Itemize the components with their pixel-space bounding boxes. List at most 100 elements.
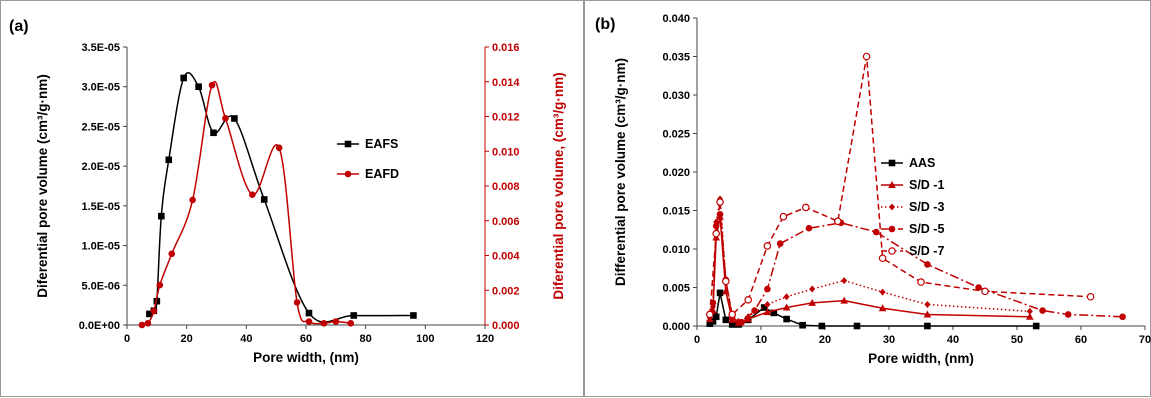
legend-marker <box>889 203 895 211</box>
series-line <box>141 81 351 326</box>
x-tick-label: 100 <box>416 333 434 345</box>
data-point <box>924 261 931 268</box>
data-point <box>156 281 164 289</box>
y-tick-label: 1.5E-05 <box>81 201 120 213</box>
data-point <box>834 217 842 226</box>
data-point <box>917 278 925 286</box>
chart-panel-b: (b) 0 10 20 30 40 50 60 70 0.000 0.005 0.010 0.015 0.… <box>584 0 1151 397</box>
series-eafd <box>138 81 355 329</box>
y-tick-label: 2.5E-05 <box>81 121 120 133</box>
data-point <box>231 115 238 122</box>
data-point <box>808 298 816 306</box>
data-point <box>760 304 768 311</box>
data-point <box>770 309 778 317</box>
data-point <box>722 316 730 324</box>
data-point <box>293 299 301 306</box>
legend-marker <box>344 170 352 178</box>
data-point <box>818 322 826 330</box>
y-axis-label: Diferential pore volume (cm³/g·nm) <box>35 74 50 298</box>
data-point <box>878 254 887 263</box>
panel-label: (b) <box>595 16 615 33</box>
y2-tick-label: 0.004 <box>492 251 520 263</box>
data-point <box>1032 322 1040 330</box>
series-eafs <box>146 72 417 323</box>
x-tick-label: 0 <box>694 334 700 346</box>
y2-tick-label: 0.010 <box>492 146 520 158</box>
y-tick-label: 0.035 <box>662 52 690 64</box>
x-tick-label: 30 <box>883 334 895 346</box>
x-tick-label: 60 <box>300 333 312 345</box>
data-point <box>879 288 886 296</box>
series-line <box>148 72 414 323</box>
y-tick-label: 0.025 <box>662 129 690 141</box>
data-point <box>1039 307 1046 314</box>
data-point <box>716 198 724 206</box>
data-point <box>764 285 771 293</box>
legend-label: EAFD <box>365 167 399 181</box>
legend-marker <box>888 225 896 233</box>
data-point <box>872 228 880 236</box>
legend-label: S/D -7 <box>909 244 944 258</box>
legend-label: S/D -1 <box>909 178 944 192</box>
data-point <box>138 321 146 329</box>
x-tick-label: 20 <box>181 333 193 345</box>
series-line <box>709 213 1123 323</box>
x-tick-label: 0 <box>124 333 130 345</box>
data-point <box>744 296 753 304</box>
data-point <box>275 144 283 152</box>
legend-marker <box>888 247 896 255</box>
data-point <box>809 285 816 293</box>
y-tick-label: 5.0E-06 <box>81 280 120 292</box>
y-tick-label: 0.010 <box>662 244 690 256</box>
y-tick-label: 0.005 <box>662 283 690 295</box>
data-point <box>722 277 730 286</box>
data-point <box>712 229 721 238</box>
data-point <box>1064 311 1072 318</box>
y-tick-label: 0.040 <box>662 13 690 25</box>
data-point <box>763 308 772 316</box>
data-point <box>862 52 871 61</box>
data-point <box>783 293 790 301</box>
x-tick-label: 10 <box>755 334 767 346</box>
y-tick-label: 0.0E+00 <box>79 320 120 332</box>
x-tick-label: 20 <box>819 334 831 346</box>
y2-tick-label: 0.002 <box>492 285 520 297</box>
legend-label: EAFS <box>365 137 398 151</box>
data-point <box>208 81 216 89</box>
data-point <box>764 300 771 308</box>
data-point <box>1086 292 1095 301</box>
x-tick-label: 70 <box>1139 334 1151 346</box>
data-point <box>195 83 202 91</box>
data-point <box>805 224 813 232</box>
data-point <box>841 277 848 285</box>
chart-panel-a: (a) 0 20 40 60 80 100 120 0.0E+00 5.0E-06 1.0E-05 1… <box>0 0 584 397</box>
data-point <box>738 318 746 326</box>
data-point <box>853 322 861 330</box>
legend-label: AAS <box>909 156 935 170</box>
data-point <box>716 289 724 297</box>
data-point <box>779 212 788 221</box>
data-point <box>1026 307 1033 315</box>
x-tick-label: 40 <box>240 333 252 345</box>
data-point <box>347 319 355 327</box>
y2-tick-label: 0.008 <box>492 181 520 193</box>
data-point <box>350 312 358 319</box>
y2-axis-label: Diferential pore volume, (cm³/g·nm) <box>551 72 566 299</box>
data-point <box>763 242 772 250</box>
data-point <box>260 196 268 203</box>
data-point <box>168 250 176 258</box>
data-point <box>332 318 340 325</box>
y2-tick-label: 0.006 <box>492 216 520 228</box>
x-tick-label: 120 <box>476 333 494 345</box>
x-axis-label: Pore width, (nm) <box>253 350 359 365</box>
data-point <box>924 322 931 330</box>
y-tick-label: 3.0E-05 <box>81 82 120 94</box>
data-point <box>728 321 736 328</box>
chart-b-svg: (b) 0 10 20 30 40 50 60 70 0.000 0.005 0.010 0.015 0.… <box>595 13 1151 366</box>
y-tick-label: 0.000 <box>662 321 690 333</box>
y2-tick-label: 0.014 <box>492 77 520 89</box>
data-point <box>975 284 982 291</box>
series-s-d-7 <box>706 52 1095 319</box>
data-point <box>712 313 720 321</box>
data-point <box>981 287 989 296</box>
